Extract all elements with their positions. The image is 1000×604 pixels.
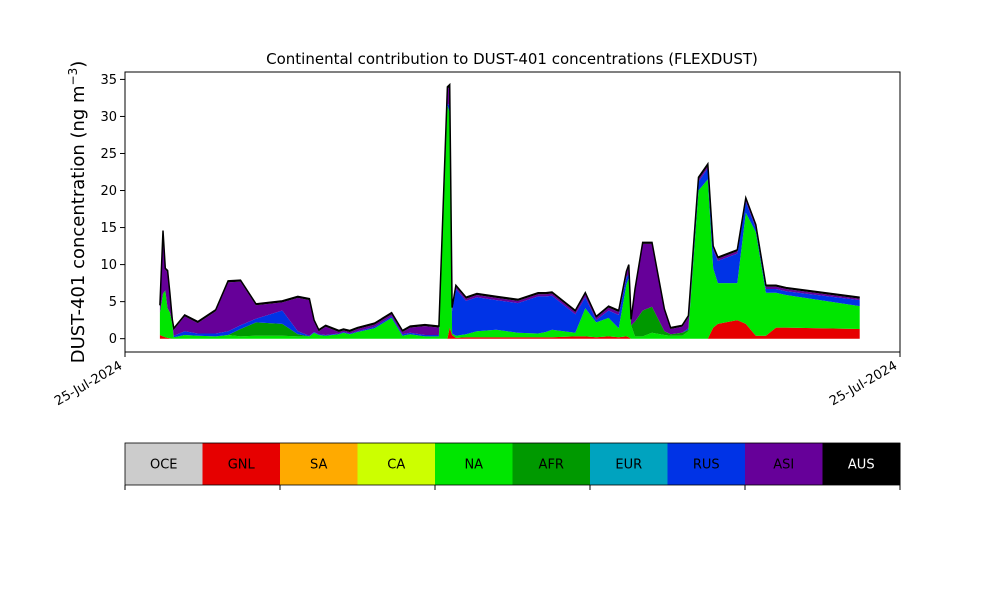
y-tick-label: 20 [100, 184, 117, 199]
area-gnl [159, 320, 860, 339]
legend-label-oce: OCE [150, 458, 178, 473]
total-concentration-outline [159, 82, 860, 332]
legend-label-ca: CA [387, 458, 405, 473]
area-na [159, 105, 860, 339]
legend-label-rus: RUS [693, 458, 720, 473]
y-axis-ticks: 0 5 10 15 20 25 30 35 [100, 73, 125, 347]
legend-swatch-rus [667, 443, 746, 485]
legend-label-eur: EUR [615, 458, 642, 473]
legend-frame [124, 442, 901, 486]
legend-swatch-asi [745, 443, 823, 485]
y-tick-label: 5 [109, 295, 117, 310]
legend-label-afr: AFR [539, 458, 564, 473]
y-tick-label: 15 [100, 221, 117, 236]
legend-swatch-gnl [202, 443, 281, 485]
plot-frame [124, 71, 901, 353]
chart-title: Continental contribution to DUST-401 con… [266, 50, 758, 68]
legend-swatch-eur [590, 443, 668, 485]
legend-label-aus: AUS [848, 458, 875, 473]
y-tick-label: 25 [100, 147, 117, 162]
legend-label-gnl: GNL [228, 458, 256, 473]
area-asi [159, 86, 860, 336]
stacked-areas [159, 84, 860, 339]
y-tick-label: 0 [109, 332, 117, 347]
y-axis-label-text: DUST-401 concentration (ng m−3) [66, 61, 89, 364]
y-tick-label: 30 [100, 110, 117, 125]
legend-swatch-afr [512, 443, 591, 485]
legend-label-na: NA [464, 458, 483, 473]
legend-swatch-oce [125, 443, 203, 485]
legend-swatch-aus [822, 443, 901, 485]
legend-label-asi: ASI [773, 458, 794, 473]
legend-swatch-na [435, 443, 513, 485]
legend-swatch-ca [357, 443, 436, 485]
y-axis-label: DUST-401 concentration (ng m−3) [66, 61, 89, 364]
legend-label-sa: SA [310, 458, 327, 473]
y-tick-label: 10 [100, 258, 117, 273]
region-color-legend: OCE GNL SA CA NA AFR EUR RUS ASI AUS [125, 443, 901, 485]
y-tick-label: 35 [100, 73, 117, 88]
legend-swatch-sa [280, 443, 358, 485]
